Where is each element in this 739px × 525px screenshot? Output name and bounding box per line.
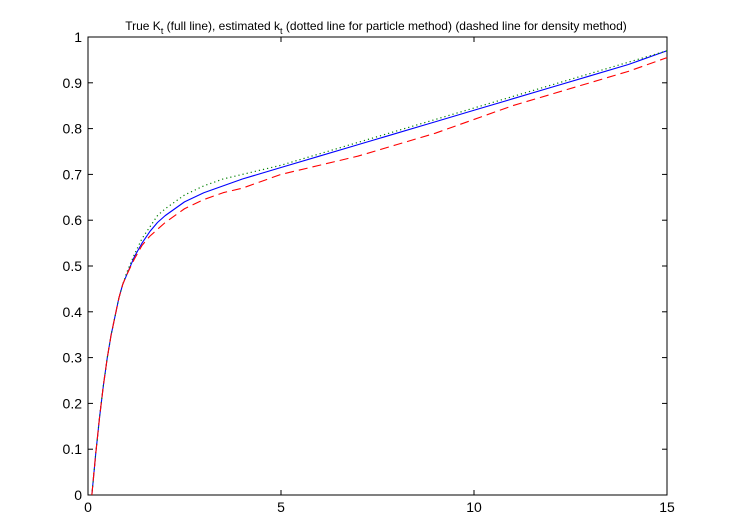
chart-title-subscript1: t <box>161 26 164 36</box>
y-tick-label: 0.4 <box>63 304 83 320</box>
y-tick-label: 0.3 <box>63 350 83 366</box>
series-layer <box>91 50 668 496</box>
ticks-layer: 0 5 10 15 0 0.1 0.2 0.3 0.4 0.5 0.6 0.7 0.8 0.9 1 <box>63 29 675 515</box>
x-tick-label: 0 <box>84 499 92 515</box>
y-tick-label: 0.9 <box>63 75 83 91</box>
chart-title-part2: (full line), estimated k <box>163 19 281 33</box>
y-tick-label: 0.8 <box>63 121 83 137</box>
y-tick-label: 0.5 <box>63 258 83 274</box>
x-tick-label: 15 <box>659 499 675 515</box>
y-tick-label: 1 <box>74 29 82 45</box>
series-line-dashed <box>91 57 668 496</box>
x-tick-label: 5 <box>277 499 285 515</box>
y-tick-label: 0.2 <box>63 395 83 411</box>
chart-title-part3: (dotted line for particle method) (dashe… <box>283 19 627 33</box>
chart-title-part1: True K <box>125 19 161 33</box>
y-tick-label: 0.6 <box>63 212 83 228</box>
plot-area <box>87 36 668 496</box>
chart-title: True Kt (full line), estimated kt (dotte… <box>125 19 627 36</box>
x-tick-label: 10 <box>466 499 482 515</box>
y-tick-label: 0.1 <box>63 441 83 457</box>
y-tick-label: 0.7 <box>63 166 83 182</box>
chart-title-subscript2: t <box>280 26 283 36</box>
y-tick-label: 0 <box>74 487 82 503</box>
